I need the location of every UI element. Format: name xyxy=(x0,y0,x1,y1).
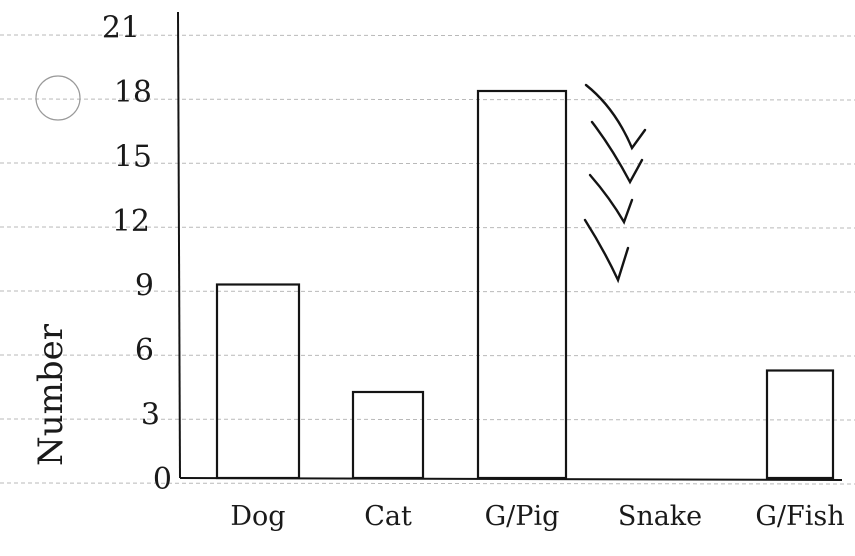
ruled-paper-lines xyxy=(0,34,855,485)
y-tick-label: 3 xyxy=(141,398,160,433)
y-tick-label: 21 xyxy=(102,11,140,46)
y-tick-label: 15 xyxy=(114,140,152,175)
x-tick-label: G/Fish xyxy=(755,501,844,532)
x-tick-label: G/Pig xyxy=(485,501,560,532)
ruled-line xyxy=(0,418,855,421)
ruled-line xyxy=(0,290,855,293)
x-tick-label: Snake xyxy=(618,501,702,532)
ruled-line xyxy=(0,162,855,165)
y-tick-label: 18 xyxy=(114,75,152,110)
y-axis-label: Number xyxy=(31,323,71,466)
x-tick-label: Dog xyxy=(230,501,285,532)
ruled-line xyxy=(0,354,855,357)
bar-cat xyxy=(351,390,425,480)
bar-g-fish xyxy=(765,369,835,480)
y-tick-label: 12 xyxy=(112,204,150,239)
bar-dog xyxy=(215,283,301,480)
bar-g-pig xyxy=(476,89,568,480)
y-tick-label: 9 xyxy=(135,269,154,304)
ruled-line xyxy=(0,482,855,485)
x-tick-label: Cat xyxy=(364,501,412,532)
bars xyxy=(215,89,835,480)
ruled-line xyxy=(0,98,855,101)
y-tick-label: 6 xyxy=(135,333,154,368)
x-tick-labels: Dog Cat G/Pig Snake G/Fish xyxy=(230,501,844,532)
y-tick-label: 0 xyxy=(153,462,172,497)
ruled-line xyxy=(0,34,855,37)
y-axis xyxy=(177,11,181,479)
margin-hole-circle xyxy=(35,75,81,121)
y-axis-line xyxy=(177,11,181,479)
ruled-line xyxy=(0,226,855,229)
tick-marks-annotation xyxy=(583,83,647,284)
y-tick-labels: 0 3 6 9 12 15 18 21 xyxy=(102,11,172,498)
